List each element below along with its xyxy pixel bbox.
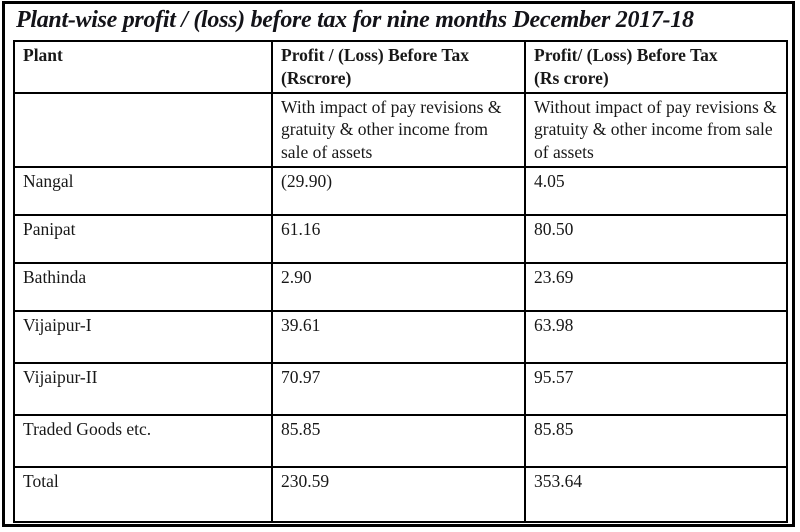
plant-cell: Traded Goods etc. (13, 413, 273, 468)
table-row-panipat: Panipat 61.16 80.50 (13, 213, 788, 264)
plant-cell: Bathinda (13, 261, 273, 312)
header-without-line1: Profit/ (Loss) Before Tax (534, 45, 718, 65)
plant-cell: Panipat (13, 213, 273, 264)
header-without-line2: (Rs crore) (534, 67, 609, 88)
without-impact-cell: 95.57 (524, 361, 788, 416)
with-impact-cell: 70.97 (271, 361, 526, 416)
without-impact-cell: 80.50 (524, 213, 788, 264)
subheader-cell-without-impact: Without impact of pay revisions & gratui… (524, 91, 788, 168)
header-cell-without-impact: Profit/ (Loss) Before Tax (Rs crore) (524, 40, 788, 94)
table-row-traded-goods: Traded Goods etc. 85.85 85.85 (13, 413, 788, 468)
with-impact-cell: 85.85 (271, 413, 526, 468)
without-impact-cell: 63.98 (524, 309, 788, 364)
table-subheader-row: With impact of pay revisions & gratuity … (13, 91, 788, 168)
plant-cell: Total (13, 465, 273, 523)
header-with-line2: (Rscrore) (281, 67, 352, 88)
with-impact-cell: 39.61 (271, 309, 526, 364)
plant-cell: Vijaipur-I (13, 309, 273, 364)
plant-cell: Vijaipur-II (13, 361, 273, 416)
table-row-nangal: Nangal (29.90) 4.05 (13, 165, 788, 216)
table-header-row: Plant Profit / (Loss) Before Tax (Rscror… (13, 40, 788, 94)
subheader-cell-with-impact: With impact of pay revisions & gratuity … (271, 91, 526, 168)
table-row-vijaipur-2: Vijaipur-II 70.97 95.57 (13, 361, 788, 416)
plant-cell: Nangal (13, 165, 273, 216)
with-impact-cell: (29.90) (271, 165, 526, 216)
without-impact-cell: 85.85 (524, 413, 788, 468)
table-row-vijaipur-1: Vijaipur-I 39.61 63.98 (13, 309, 788, 364)
page-title: Plant-wise profit / (loss) before tax fo… (16, 7, 694, 33)
table-row-total: Total 230.59 353.64 (13, 465, 788, 523)
with-impact-cell: 230.59 (271, 465, 526, 523)
without-impact-cell: 23.69 (524, 261, 788, 312)
subheader-cell-plant (13, 91, 273, 168)
header-cell-plant: Plant (13, 40, 273, 94)
without-impact-cell: 353.64 (524, 465, 788, 523)
table-row-bathinda: Bathinda 2.90 23.69 (13, 261, 788, 312)
profit-loss-table: Plant Profit / (Loss) Before Tax (Rscror… (13, 40, 788, 523)
header-with-line1: Profit / (Loss) Before Tax (281, 45, 469, 65)
with-impact-cell: 61.16 (271, 213, 526, 264)
without-impact-cell: 4.05 (524, 165, 788, 216)
with-impact-cell: 2.90 (271, 261, 526, 312)
header-cell-with-impact: Profit / (Loss) Before Tax (Rscrore) (271, 40, 526, 94)
